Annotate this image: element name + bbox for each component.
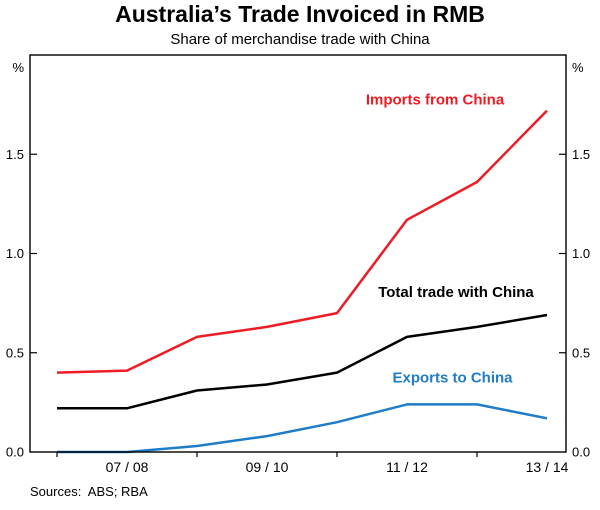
y-axis-label-left: 0.0 xyxy=(6,445,24,460)
series-label-exports: Exports to China xyxy=(392,370,513,387)
y-axis-label-left: 1.5 xyxy=(6,147,24,162)
y-axis-label-right: 0.0 xyxy=(572,445,590,460)
y-axis-label-right: 0.5 xyxy=(572,345,590,360)
y-axis-label-right: 1.5 xyxy=(572,147,590,162)
chart-title: Australia’s Trade Invoiced in RMB xyxy=(115,1,485,27)
y-axis-label-left: 1.0 xyxy=(6,246,24,261)
series-line-imports xyxy=(56,109,548,374)
x-axis-label: 13 / 14 xyxy=(526,459,569,475)
series-line-exports xyxy=(57,403,548,454)
x-axis-label: 07 / 08 xyxy=(106,459,149,475)
plot-frame xyxy=(29,54,567,453)
y-axis-label-left: 0.5 xyxy=(6,345,24,360)
series-label-imports: Imports from China xyxy=(366,92,505,109)
series-label-total: Total trade with China xyxy=(378,284,534,301)
y-axis-label-right: 1.0 xyxy=(572,246,590,261)
y-axis-unit-right: % xyxy=(572,60,584,75)
chart-subtitle: Share of merchandise trade with China xyxy=(170,31,430,48)
line-chart-canvas: 0.0 0.0 0.5 0.5 1.0 1.0 1.5 1.5% % 07 / 08 09 / 10… xyxy=(6,54,590,475)
x-axis-label: 11 / 12 xyxy=(386,459,428,475)
sources-note: Sources: ABS; RBA xyxy=(30,484,148,499)
x-axis-label: 09 / 10 xyxy=(246,459,289,475)
series-line-total xyxy=(57,313,548,410)
y-axis-unit-left: % xyxy=(12,60,24,75)
